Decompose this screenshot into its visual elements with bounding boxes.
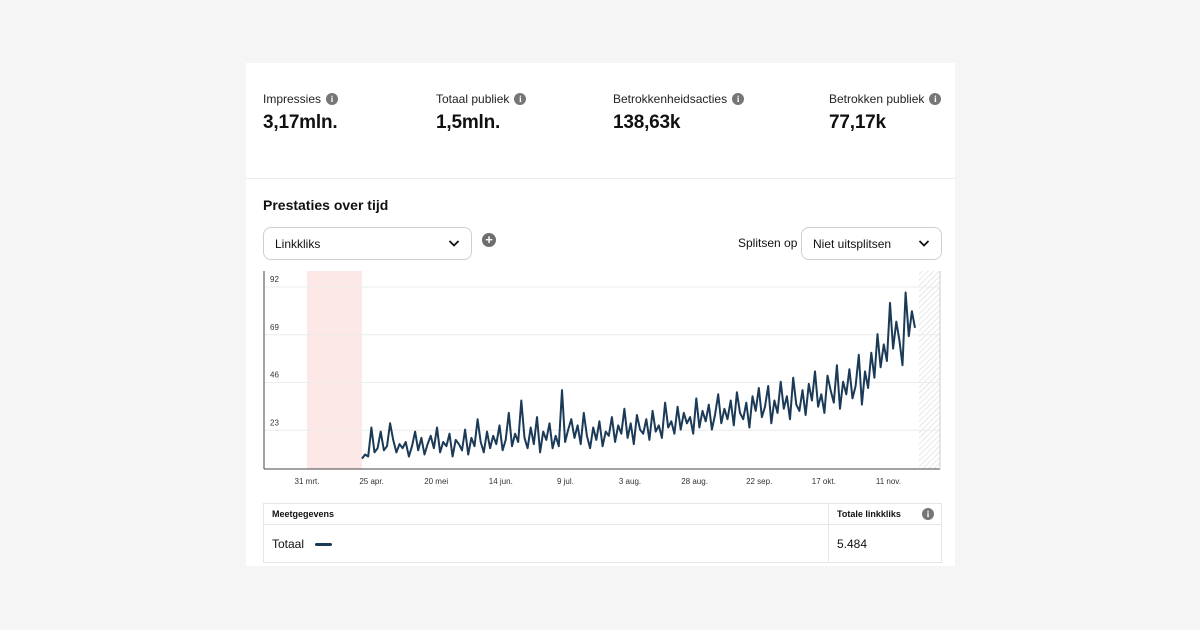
stat-engaged-audience: Betrokken publiek i 77,17k xyxy=(829,92,942,134)
table-row-value: 5.484 xyxy=(837,537,868,551)
y-tick-label: 92 xyxy=(270,275,279,284)
metrics-table: Meetgegevens Totale linkkliks i Totaal 5… xyxy=(263,503,942,563)
section-title: Prestaties over tijd xyxy=(263,197,389,213)
stats-row: Impressies i 3,17mln. Totaal publiek i 1… xyxy=(246,63,955,179)
y-tick-label: 46 xyxy=(270,371,279,380)
stat-total-audience: Totaal publiek i 1,5mln. xyxy=(436,92,527,134)
table-header-total: Totale linkkliks xyxy=(837,509,901,519)
split-label: Splitsen op xyxy=(738,236,798,250)
info-icon[interactable]: i xyxy=(514,93,527,105)
x-tick-label: 3 aug. xyxy=(619,477,641,486)
x-tick-label: 28 aug. xyxy=(681,477,708,486)
future-region xyxy=(919,271,940,469)
legend-line xyxy=(315,543,332,546)
x-tick-label: 14 jun. xyxy=(489,477,513,486)
stat-value: 3,17mln. xyxy=(263,112,338,133)
stat-value: 1,5mln. xyxy=(436,112,501,133)
chevron-down-icon xyxy=(918,240,930,247)
info-icon[interactable]: i xyxy=(326,93,339,105)
x-tick-label: 11 nov. xyxy=(876,477,901,486)
series-line xyxy=(361,291,916,460)
metric-dropdown[interactable]: Linkkliks xyxy=(263,227,472,260)
add-metric-icon[interactable]: + xyxy=(482,233,496,247)
stat-label: Impressies xyxy=(263,92,322,106)
stat-value: 77,17k xyxy=(829,112,886,133)
x-tick-label: 9 jul. xyxy=(557,477,574,486)
divider xyxy=(264,524,941,525)
info-icon[interactable]: i xyxy=(929,93,942,105)
x-tick-label: 25 apr. xyxy=(359,477,383,486)
split-dropdown[interactable]: Niet uitsplitsen xyxy=(801,227,942,260)
split-dropdown-value: Niet uitsplitsen xyxy=(813,236,892,251)
stat-label: Betrokken publiek xyxy=(829,92,925,106)
table-row-label: Totaal xyxy=(272,537,305,551)
x-tick-label: 22 sep. xyxy=(746,477,772,486)
divider xyxy=(828,504,829,562)
y-tick-label: 69 xyxy=(270,323,279,332)
x-tick-label: 17 okt. xyxy=(812,477,836,486)
stat-value: 138,63k xyxy=(613,112,681,133)
x-tick-label: 20 mei xyxy=(424,477,448,486)
analytics-card: Impressies i 3,17mln. Totaal publiek i 1… xyxy=(246,63,955,566)
x-tick-label: 31 mrt. xyxy=(295,477,320,486)
line-chart: 92 69 46 23 31 mrt. 25 apr. 20 mei 14 jun. 9 jul… xyxy=(263,271,941,486)
stat-label: Betrokkenheidsacties xyxy=(613,92,728,106)
stat-label: Totaal publiek xyxy=(436,92,510,106)
stat-engagements: Betrokkenheidsacties i 138,63k xyxy=(613,92,745,134)
highlight-band xyxy=(307,271,362,469)
chevron-down-icon xyxy=(448,240,460,247)
y-tick-label: 23 xyxy=(270,418,279,427)
stat-impressions: Impressies i 3,17mln. xyxy=(263,92,339,134)
info-icon[interactable]: i xyxy=(732,93,745,105)
info-icon[interactable]: i xyxy=(922,508,934,520)
metric-dropdown-value: Linkkliks xyxy=(275,236,321,251)
table-header-metrics: Meetgegevens xyxy=(272,509,335,519)
